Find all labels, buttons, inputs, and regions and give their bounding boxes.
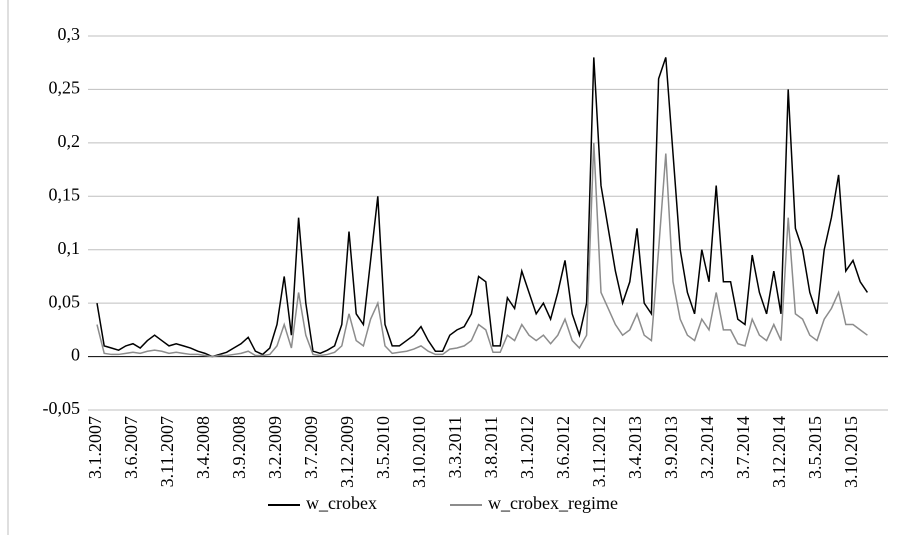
y-tick-label: 0,3 [58,24,81,44]
x-tick-label: 3.2.2009 [265,416,285,479]
x-tick-label: 3.6.2012 [553,416,573,479]
series-line [96,57,869,358]
legend-label: w_crobex [306,493,377,513]
y-tick-label: 0,15 [49,184,81,204]
y-tick-label: 0,2 [58,131,81,151]
x-tick-label: 3.9.2013 [661,416,681,479]
x-tick-label: 3.6.2007 [121,416,141,479]
y-tick-label: 0,25 [49,78,81,98]
x-tick-label: 3.8.2011 [481,416,501,478]
x-tick-label: 3.5.2010 [373,416,393,479]
x-tick-label: 3.4.2013 [625,416,645,479]
y-tick-label: 0 [71,345,80,365]
x-tick-label: 3.10.2010 [409,416,429,488]
series-line [96,142,868,358]
x-tick-label: 3.2.2014 [697,416,717,479]
x-tick-label: 3.4.2008 [193,416,213,479]
x-tick-label: 3.7.2009 [301,416,321,479]
x-tick-label: 3.5.2015 [805,416,825,479]
x-tick-label: 3.10.2015 [841,416,861,488]
x-tick-label: 3.11.2012 [589,416,609,487]
x-tick-label: 3.7.2014 [733,416,753,479]
x-tick-label: 3.1.2007 [85,416,105,479]
x-tick-label: 3.12.2014 [769,416,789,488]
x-tick-label: 3.9.2008 [229,416,249,479]
y-tick-label: 0,1 [58,238,81,258]
x-tick-label: 3.1.2012 [517,416,537,479]
legend-label: w_crobex_regime [488,493,618,513]
x-tick-label: 3.3.2011 [445,416,465,478]
x-tick-label: 3.12.2009 [337,416,357,488]
y-tick-label: 0,05 [49,291,81,311]
x-tick-label: 3.11.2007 [157,416,177,487]
y-tick-label: -0,05 [43,398,81,418]
